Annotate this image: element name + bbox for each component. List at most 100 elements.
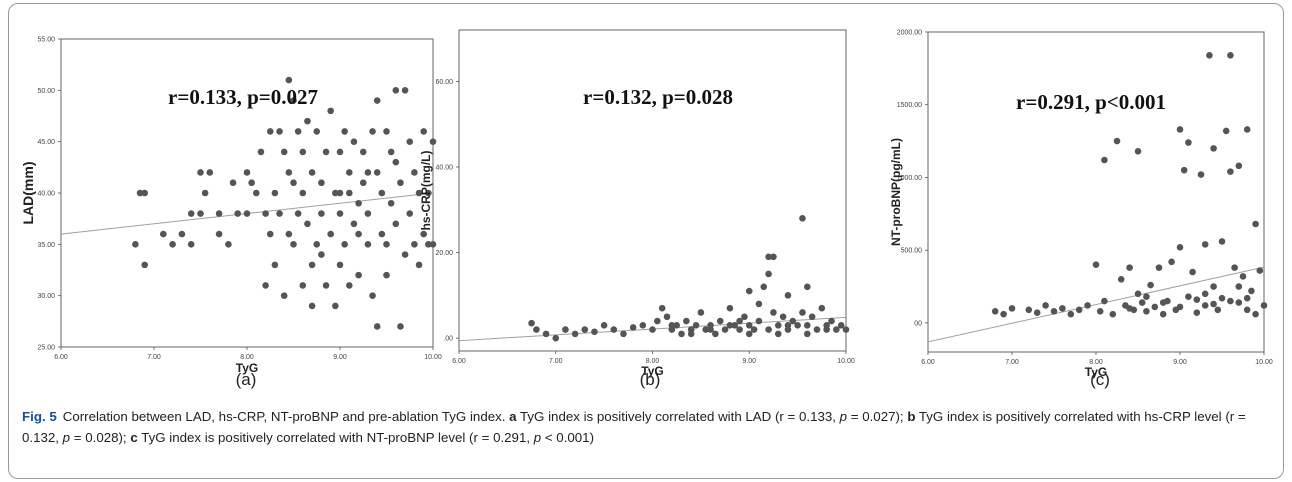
data-point xyxy=(401,87,409,94)
data-point xyxy=(262,282,269,289)
data-point xyxy=(1193,309,1201,317)
data-point xyxy=(533,326,540,333)
data-point xyxy=(1101,156,1108,164)
data-point xyxy=(336,261,344,269)
data-point xyxy=(629,324,637,331)
data-point xyxy=(804,322,811,329)
data-point xyxy=(1243,126,1251,133)
data-point xyxy=(359,179,367,187)
data-point xyxy=(600,322,608,329)
data-point xyxy=(1138,299,1146,306)
data-point xyxy=(364,210,372,217)
data-point xyxy=(721,326,729,333)
data-point xyxy=(1117,275,1125,283)
data-point xyxy=(991,307,999,315)
data-point xyxy=(702,326,710,333)
data-point xyxy=(1235,162,1243,170)
data-point xyxy=(1176,243,1184,251)
data-point xyxy=(755,300,763,308)
data-point xyxy=(654,317,661,325)
data-point xyxy=(1176,126,1184,133)
caption-segment: b xyxy=(907,409,916,424)
data-point xyxy=(197,210,204,217)
caption-segment: p xyxy=(533,429,542,445)
data-point xyxy=(336,148,344,156)
data-point xyxy=(1126,305,1133,312)
x-tick-label: 9.00 xyxy=(333,354,347,361)
data-point xyxy=(828,317,835,325)
data-point xyxy=(1033,309,1041,317)
data-point xyxy=(420,230,428,238)
y-tick-label: 25.00 xyxy=(37,345,55,352)
data-point xyxy=(304,117,311,125)
data-point xyxy=(141,189,148,197)
y-tick-label: 35.00 xyxy=(37,242,55,249)
data-point xyxy=(1185,293,1192,301)
caption-segment: TyG index is positively correlated with … xyxy=(22,409,1246,445)
caption-segment: TyG index is positively correlated with … xyxy=(137,429,534,445)
panel-label: (a) xyxy=(236,370,257,389)
data-point xyxy=(187,210,195,217)
caption-segment: = 0.028); xyxy=(70,429,131,445)
panel-label: (c) xyxy=(1090,370,1110,389)
y-tick-label: 60.00 xyxy=(435,79,453,86)
data-point xyxy=(813,326,821,333)
figure-charts: 6.00 7.00 8.00 9.00 10.00 25.00 30.00 35.00 40.0… xyxy=(20,30,1273,390)
data-point xyxy=(1050,307,1058,315)
data-point xyxy=(712,330,719,338)
data-point xyxy=(215,210,223,217)
data-point xyxy=(336,210,344,217)
data-point xyxy=(736,326,743,333)
y-tick-label: 500.00 xyxy=(901,248,923,255)
data-point xyxy=(808,313,816,321)
data-point xyxy=(411,169,418,176)
data-point xyxy=(346,189,353,197)
data-point xyxy=(373,169,381,176)
data-point xyxy=(313,128,321,135)
x-tick-label: 10.00 xyxy=(837,358,855,365)
data-point xyxy=(716,317,724,325)
data-point xyxy=(406,138,414,145)
data-point xyxy=(1214,306,1222,314)
data-point xyxy=(332,189,339,197)
data-point xyxy=(1218,238,1226,245)
data-point xyxy=(318,179,325,187)
data-point xyxy=(668,322,676,329)
data-point xyxy=(1201,302,1209,309)
data-point xyxy=(243,169,251,176)
x-axis-title: TyG xyxy=(1085,365,1107,379)
y-tick-label: 00 xyxy=(914,320,922,327)
data-point xyxy=(1155,264,1163,271)
x-tick-label: 6.00 xyxy=(921,359,935,366)
x-tick-label: 8.00 xyxy=(240,354,254,361)
data-point xyxy=(1176,303,1184,311)
data-point xyxy=(755,317,763,325)
data-point xyxy=(369,128,376,135)
data-point xyxy=(765,326,772,333)
data-point xyxy=(1252,310,1259,318)
data-point xyxy=(234,210,241,217)
data-point xyxy=(420,128,428,135)
data-point xyxy=(1151,303,1159,311)
caption-segment: c xyxy=(130,429,138,445)
correlation-annotation: r=0.132, p=0.028 xyxy=(583,85,733,109)
data-point xyxy=(692,322,700,329)
data-point xyxy=(678,330,685,338)
data-point xyxy=(1252,220,1259,228)
data-point xyxy=(369,292,376,299)
data-point xyxy=(294,128,302,135)
data-point xyxy=(1134,290,1142,298)
data-point xyxy=(1248,287,1255,295)
data-point xyxy=(397,179,404,187)
data-point xyxy=(1243,294,1251,302)
data-point xyxy=(406,210,414,217)
data-point xyxy=(1134,147,1142,155)
data-point xyxy=(308,169,316,176)
data-point xyxy=(765,270,772,278)
data-point xyxy=(687,330,695,338)
y-tick-label: 30.00 xyxy=(37,293,55,300)
data-point xyxy=(327,230,335,238)
data-point xyxy=(1227,297,1234,305)
data-point xyxy=(1193,296,1201,303)
data-point xyxy=(346,169,353,176)
